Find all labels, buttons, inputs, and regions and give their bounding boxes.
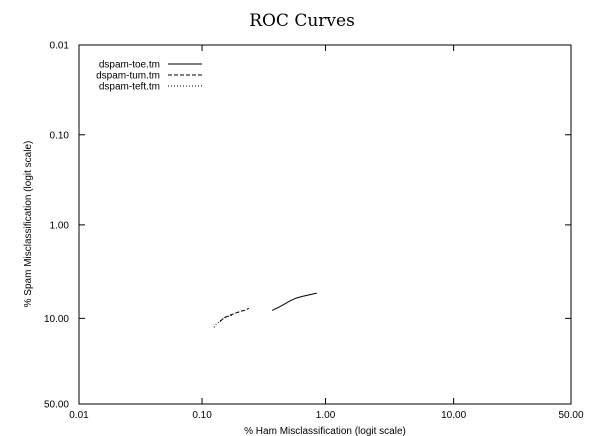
series-line-dspam-teft-tm (213, 314, 234, 328)
y-tick-label: 10.00 (44, 314, 69, 325)
series-line-dspam-toe-tm (271, 292, 317, 311)
x-tick-label: 0.01 (69, 410, 89, 421)
x-tick-label: 50.00 (558, 410, 583, 421)
legend-label: dspam-tum.tm (96, 71, 160, 82)
y-axis-label: % Spam Misclassification (logit scale) (23, 141, 34, 308)
plot-frame (78, 44, 572, 405)
chart-title: ROC Curves (249, 11, 355, 31)
x-tick-label: 10.00 (441, 410, 466, 421)
series-line-dspam-tum-tm (219, 307, 250, 323)
series-layer (213, 292, 317, 328)
x-axis-ticks: 0.01 0.10 1.00 10.00 50.00 (69, 45, 584, 421)
y-tick-label: 0.10 (50, 130, 70, 141)
y-tick-label: 0.01 (50, 41, 70, 52)
x-axis-label: % Ham Misclassification (logit scale) (244, 426, 406, 436)
y-tick-label: 1.00 (50, 220, 70, 231)
x-tick-label: 0.10 (192, 410, 212, 421)
y-axis-ticks: 0.01 0.10 1.00 10.00 50.00 (44, 41, 571, 411)
legend-label: dspam-teft.tm (99, 82, 160, 93)
x-tick-label: 1.00 (316, 410, 336, 421)
y-tick-label: 50.00 (44, 400, 69, 411)
legend-label: dspam-toe.tm (99, 60, 160, 71)
